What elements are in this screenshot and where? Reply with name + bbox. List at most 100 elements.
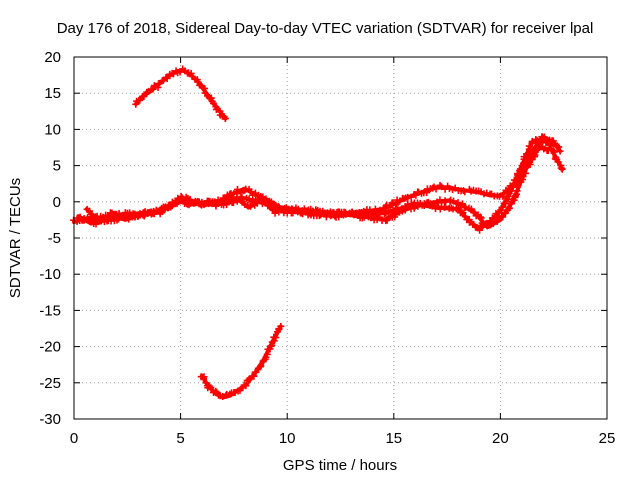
data-point: [436, 205, 444, 213]
data-point: [554, 158, 562, 166]
data-point: [550, 141, 558, 149]
data-point: [294, 205, 302, 213]
data-point: [222, 391, 230, 399]
data-point: [322, 210, 330, 218]
data-point: [441, 202, 449, 210]
y-axis-label: SDTVAR / TECUs: [7, 178, 24, 298]
data-point: [91, 213, 99, 221]
data-point: [505, 204, 513, 212]
data-points: [70, 65, 566, 400]
data-point: [394, 206, 402, 214]
y-tick-label: 0: [53, 194, 61, 211]
data-point: [161, 204, 169, 212]
data-point: [242, 382, 250, 390]
data-point: [207, 94, 215, 102]
data-point: [487, 217, 495, 225]
data-point: [188, 199, 196, 207]
data-point: [383, 216, 391, 224]
x-tick-label: 20: [492, 430, 509, 447]
data-point: [212, 387, 220, 395]
y-tick-label: 5: [53, 158, 61, 175]
data-point: [513, 176, 521, 184]
data-point: [80, 214, 88, 222]
axis-ticks: 0 5 10 15 20 25 20 15 10 5 0 -5 -10 -15 -20 -25 -30: [39, 49, 615, 447]
data-point: [506, 187, 514, 195]
data-point: [140, 92, 148, 100]
data-point: [454, 204, 462, 212]
x-tick-label: 25: [599, 430, 616, 447]
data-point: [459, 187, 467, 195]
series-line: [199, 324, 283, 400]
data-point: [140, 212, 148, 220]
data-point: [200, 375, 208, 383]
data-point: [85, 207, 93, 215]
data-point: [483, 189, 491, 197]
y-tick-label: 10: [44, 121, 61, 138]
data-point: [136, 96, 144, 104]
data-point: [177, 192, 185, 200]
data-point: [219, 392, 227, 400]
data-point: [241, 186, 249, 194]
data-point: [199, 200, 207, 208]
data-point: [136, 211, 144, 219]
data-point: [437, 183, 445, 191]
x-tick-label: 10: [279, 430, 296, 447]
data-point: [477, 214, 485, 222]
data-point: [152, 207, 160, 215]
data-point: [257, 362, 265, 370]
data-point: [150, 82, 158, 90]
series-arc-lower: [199, 324, 283, 400]
data-point: [165, 202, 173, 210]
data-point: [207, 384, 215, 392]
data-point: [371, 213, 379, 221]
data-point: [163, 74, 171, 82]
x-axis-label: GPS time / hours: [283, 457, 397, 474]
data-point: [86, 217, 94, 225]
data-point: [461, 188, 469, 196]
data-point: [228, 197, 236, 205]
data-point: [171, 198, 179, 206]
data-point: [205, 197, 213, 205]
data-point: [555, 143, 563, 151]
x-tick-label: 5: [176, 430, 184, 447]
data-point: [112, 210, 120, 218]
gridlines: [74, 57, 607, 419]
data-point: [499, 213, 507, 221]
chart-title: Day 176 of 2018, Sidereal Day-to-day VTE…: [57, 20, 594, 37]
data-point: [104, 213, 112, 221]
data-point: [432, 185, 440, 193]
data-point: [532, 135, 540, 143]
data-point: [272, 333, 280, 341]
data-point: [526, 160, 534, 168]
plot-frame: [73, 56, 608, 420]
data-point: [250, 372, 258, 380]
data-point: [436, 181, 444, 189]
data-point: [162, 73, 170, 81]
data-point: [459, 209, 467, 217]
data-point: [97, 217, 105, 225]
x-tick-label: 15: [385, 430, 402, 447]
y-tick-label: 20: [44, 49, 61, 66]
y-tick-label: -25: [39, 375, 61, 392]
data-point: [558, 165, 566, 173]
y-tick-label: -10: [39, 266, 61, 283]
data-point: [380, 210, 388, 218]
x-tick-label: 0: [70, 430, 78, 447]
data-point: [120, 214, 128, 222]
data-point: [429, 184, 437, 192]
data-point: [531, 151, 539, 159]
data-point: [149, 85, 157, 93]
y-tick-label: -5: [48, 230, 61, 247]
y-tick-label: -30: [39, 411, 61, 428]
data-point: [476, 226, 484, 234]
data-point: [422, 200, 430, 208]
data-point: [155, 80, 163, 88]
data-point: [556, 147, 564, 155]
data-point: [268, 205, 276, 213]
data-point: [509, 180, 517, 188]
data-point: [550, 148, 558, 156]
y-tick-label: 15: [44, 85, 61, 102]
y-tick-label: -20: [39, 339, 61, 356]
data-point: [252, 368, 260, 376]
